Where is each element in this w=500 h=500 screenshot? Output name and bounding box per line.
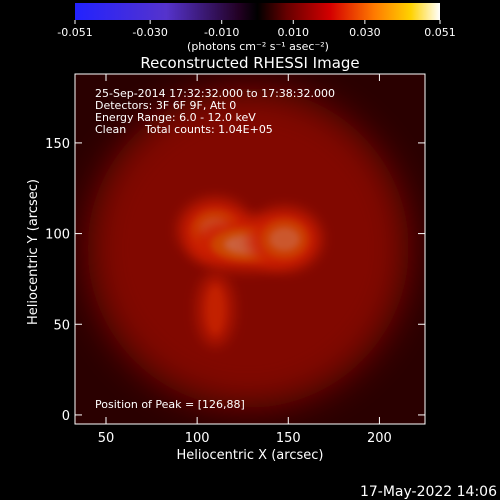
x-tick-label: 150 bbox=[276, 431, 301, 446]
colorbar-tick-label: 0.010 bbox=[278, 26, 310, 39]
info-annotations: 25-Sep-2014 17:32:32.000 to 17:38:32.000… bbox=[95, 87, 335, 136]
colorbar-tick-label: -0.010 bbox=[204, 26, 239, 39]
y-tick-label: 100 bbox=[45, 228, 70, 243]
chart-title: Reconstructed RHESSI Image bbox=[140, 54, 359, 72]
plot-frame bbox=[74, 73, 426, 425]
diffuse-emission bbox=[87, 88, 409, 408]
x-tick-label: 100 bbox=[185, 431, 210, 446]
colorbar-tick-label: -0.030 bbox=[132, 26, 167, 39]
image-area bbox=[75, 74, 425, 424]
info-time-range: 25-Sep-2014 17:32:32.000 to 17:38:32.000 bbox=[95, 87, 335, 100]
peak-position-label: Position of Peak = [126,88] bbox=[95, 398, 245, 411]
y-axis-ticks: 0 50 100 150 bbox=[45, 137, 425, 424]
info-total-counts: Total counts: 1.04E+05 bbox=[144, 123, 273, 136]
colorbar-ticks bbox=[74, 20, 441, 24]
y-tick-label: 50 bbox=[53, 318, 70, 333]
x-tick-label: 200 bbox=[367, 431, 392, 446]
colorbar-tick-labels: -0.051 -0.030 -0.010 0.010 0.030 0.051 bbox=[57, 26, 455, 39]
timestamp: 17-May-2022 14:06 bbox=[360, 484, 497, 500]
x-axis-ticks: 50 100 150 200 bbox=[98, 74, 392, 446]
colorbar-gradient bbox=[75, 3, 440, 20]
info-method: Clean bbox=[95, 123, 126, 136]
colorbar: -0.051 -0.030 -0.010 0.010 0.030 0.051 (photo… bbox=[57, 3, 456, 53]
colorbar-tick-label: 0.051 bbox=[424, 26, 456, 39]
x-tick-label: 50 bbox=[98, 431, 115, 446]
colorbar-units-label: (photons cm⁻² s⁻¹ asec⁻²) bbox=[187, 40, 329, 53]
info-energy-range: Energy Range: 6.0 - 12.0 keV bbox=[95, 111, 256, 124]
y-tick-label: 0 bbox=[62, 409, 70, 424]
info-detectors: Detectors: 3F 6F 9F, Att 0 bbox=[95, 99, 236, 112]
emission-layer bbox=[87, 88, 409, 408]
x-axis-label: Heliocentric X (arcsec) bbox=[177, 448, 324, 463]
colorbar-tick-label: -0.051 bbox=[57, 26, 92, 39]
y-axis-label: Heliocentric Y (arcsec) bbox=[26, 179, 41, 325]
y-tick-label: 150 bbox=[45, 137, 70, 152]
colorbar-tick-label: 0.030 bbox=[349, 26, 381, 39]
